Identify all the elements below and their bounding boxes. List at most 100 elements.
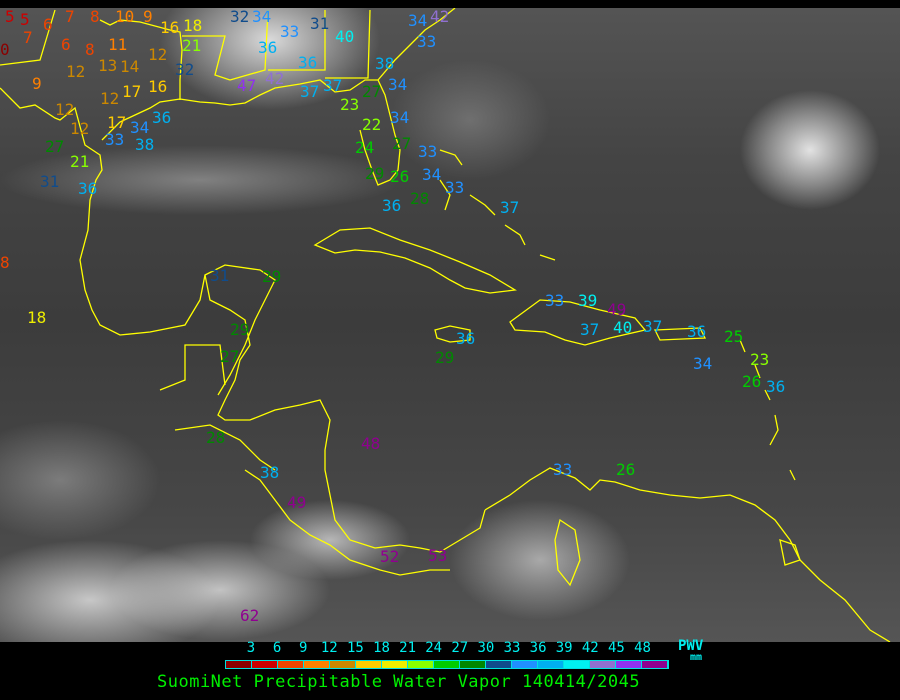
station-pwv-value: 28 bbox=[206, 428, 226, 447]
colorbar-segment bbox=[408, 661, 434, 668]
station-pwv-value: 33 bbox=[545, 291, 565, 310]
station-pwv-value: 38 bbox=[260, 463, 280, 482]
station-pwv-value: 10 bbox=[115, 7, 135, 26]
cuba bbox=[313, 227, 517, 294]
colorbar-tick: 24 bbox=[425, 640, 443, 656]
station-pwv-value: 18 bbox=[27, 308, 47, 327]
station-pwv-value: 32 bbox=[175, 60, 195, 79]
colorbar-tick: 18 bbox=[373, 640, 390, 656]
mexico-guatemala-border bbox=[159, 344, 276, 471]
station-pwv-value: 34 bbox=[422, 165, 442, 184]
station-pwv-value: 33 bbox=[418, 142, 438, 161]
station-pwv-value: 34 bbox=[390, 108, 410, 127]
station-pwv-value: 31 bbox=[310, 14, 330, 33]
station-pwv-value: 16 bbox=[148, 77, 168, 96]
station-pwv-value: 12 bbox=[148, 45, 168, 64]
station-pwv-value: 36 bbox=[78, 179, 98, 198]
colorbar-segment bbox=[382, 661, 408, 668]
station-pwv-value: 9 bbox=[143, 7, 153, 26]
colorbar-segment bbox=[226, 661, 252, 668]
colorbar-legend: 3 6 9 12 15 18 21 24 27 30 33 36 39 42 45 48 PWV mm Suo… bbox=[0, 638, 900, 700]
coastlines bbox=[0, 7, 891, 642]
station-pwv-value: 27 bbox=[392, 134, 412, 153]
station-pwv-value: 23 bbox=[750, 350, 770, 369]
colorbar-tick: 15 bbox=[346, 640, 364, 656]
station-pwv-value: 34 bbox=[388, 75, 408, 94]
station-pwv-value: 24 bbox=[355, 138, 375, 157]
station-pwv-value: 28 bbox=[410, 189, 430, 208]
trinidad bbox=[779, 539, 801, 566]
station-pwv-value: 21 bbox=[182, 36, 202, 55]
colorbar-tick: 3 bbox=[246, 640, 256, 656]
station-pwv-value: 18 bbox=[183, 16, 203, 35]
station-pwv-value: 34 bbox=[693, 354, 713, 373]
map-title: SuomiNet Precipitable Water Vapor 140414… bbox=[157, 672, 641, 692]
station-pwv-value: 37 bbox=[300, 82, 320, 101]
station-pwv-value: 36 bbox=[766, 377, 786, 396]
station-pwv-value: 36 bbox=[456, 329, 476, 348]
station-pwv-value: 36 bbox=[258, 38, 278, 57]
colorbar-segment bbox=[642, 661, 668, 668]
station-pwv-value: 21 bbox=[70, 152, 90, 171]
south-america-coast bbox=[484, 467, 891, 642]
colorbar-tick: 30 bbox=[477, 640, 495, 656]
lake-maracaibo bbox=[554, 518, 581, 587]
station-pwv-value: 38 bbox=[135, 135, 155, 154]
unit-mm: mm bbox=[690, 652, 703, 663]
texas-louisiana-coast bbox=[101, 79, 401, 186]
station-pwv-value: 31 bbox=[40, 172, 60, 191]
station-pwv-value: 33 bbox=[445, 178, 465, 197]
station-pwv-value: 48 bbox=[361, 434, 381, 453]
colorbar-segment bbox=[330, 661, 356, 668]
station-pwv-value: 31 bbox=[210, 266, 230, 285]
colorbar-segment bbox=[616, 661, 642, 668]
unit-label: PWV bbox=[678, 638, 704, 654]
us-gulf-coast bbox=[0, 87, 276, 396]
station-pwv-value: 26 bbox=[742, 372, 762, 391]
colorbar-tick: 6 bbox=[272, 640, 282, 656]
station-pwv-value: 12 bbox=[55, 100, 75, 119]
station-pwv-value: 7 bbox=[23, 28, 33, 47]
station-pwv-value: 33 bbox=[417, 32, 437, 51]
station-pwv-value: 12 bbox=[66, 62, 86, 81]
colorbar-tick: 21 bbox=[399, 640, 417, 656]
state-borders bbox=[0, 9, 371, 100]
colorbar-segment bbox=[460, 661, 486, 668]
colorbar bbox=[225, 660, 669, 669]
colorbar-segment bbox=[564, 661, 590, 668]
station-pwv-value: 40 bbox=[335, 27, 355, 46]
station-pwv-value: 12 bbox=[70, 119, 90, 138]
colorbar-tick: 45 bbox=[607, 640, 625, 656]
station-pwv-value: 42 bbox=[430, 7, 450, 26]
station-pwv-value: 49 bbox=[607, 300, 627, 319]
colorbar-tick: 48 bbox=[634, 640, 651, 656]
station-pwv-value: 62 bbox=[240, 606, 260, 625]
station-pwv-value: 34 bbox=[130, 118, 150, 137]
station-pwv-value: 33 bbox=[105, 130, 125, 149]
station-pwv-value: 0 bbox=[0, 40, 10, 59]
station-pwv-value: 49 bbox=[287, 493, 307, 512]
colorbar-tick: 36 bbox=[529, 640, 547, 656]
station-pwv-value: 42 bbox=[265, 69, 285, 88]
station-pwv-value: 13 bbox=[98, 56, 118, 75]
colorbar-segment bbox=[278, 661, 304, 668]
colorbar-segment bbox=[252, 661, 278, 668]
station-pwv-value: 34 bbox=[252, 7, 272, 26]
station-pwv-value: 36 bbox=[298, 53, 318, 72]
station-pwv-value: 32 bbox=[230, 7, 250, 26]
colorbar-segment bbox=[512, 661, 538, 668]
station-pwv-value: 8 bbox=[85, 40, 95, 59]
station-pwv-value: 39 bbox=[578, 291, 598, 310]
station-pwv-value: 6 bbox=[43, 15, 53, 34]
station-pwv-value: 29 bbox=[230, 320, 250, 339]
station-pwv-value: 33 bbox=[553, 460, 573, 479]
station-pwv-value: 16 bbox=[160, 18, 180, 37]
colorbar-tick: 27 bbox=[451, 640, 469, 656]
station-pwv-value: 6 bbox=[61, 35, 71, 54]
station-pwv-value: 37 bbox=[643, 317, 663, 336]
lesser-antilles bbox=[739, 339, 796, 481]
station-pwv-value: 36 bbox=[382, 196, 402, 215]
station-pwv-value: 17 bbox=[122, 82, 142, 101]
station-pwv-value: 38 bbox=[375, 54, 395, 73]
colorbar-segment bbox=[590, 661, 616, 668]
